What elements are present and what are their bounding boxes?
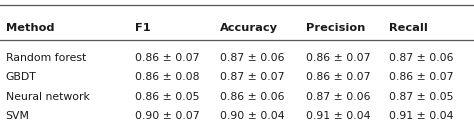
Text: Neural network: Neural network: [6, 92, 90, 102]
Text: 0.86 ± 0.07: 0.86 ± 0.07: [389, 72, 453, 82]
Text: 0.90 ± 0.04: 0.90 ± 0.04: [220, 111, 285, 121]
Text: 0.86 ± 0.07: 0.86 ± 0.07: [306, 72, 370, 82]
Text: Recall: Recall: [389, 23, 428, 33]
Text: 0.91 ± 0.04: 0.91 ± 0.04: [389, 111, 453, 121]
Text: 0.87 ± 0.05: 0.87 ± 0.05: [389, 92, 453, 102]
Text: 0.86 ± 0.08: 0.86 ± 0.08: [135, 72, 200, 82]
Text: GBDT: GBDT: [6, 72, 36, 82]
Text: Accuracy: Accuracy: [220, 23, 278, 33]
Text: 0.87 ± 0.07: 0.87 ± 0.07: [220, 72, 285, 82]
Text: Precision: Precision: [306, 23, 365, 33]
Text: 0.86 ± 0.05: 0.86 ± 0.05: [135, 92, 200, 102]
Text: Method: Method: [6, 23, 54, 33]
Text: 0.91 ± 0.04: 0.91 ± 0.04: [306, 111, 370, 121]
Text: SVM: SVM: [6, 111, 30, 121]
Text: 0.87 ± 0.06: 0.87 ± 0.06: [220, 53, 285, 63]
Text: 0.90 ± 0.07: 0.90 ± 0.07: [135, 111, 200, 121]
Text: F1: F1: [135, 23, 151, 33]
Text: Random forest: Random forest: [6, 53, 86, 63]
Text: 0.86 ± 0.06: 0.86 ± 0.06: [220, 92, 285, 102]
Text: 0.87 ± 0.06: 0.87 ± 0.06: [306, 92, 370, 102]
Text: 0.87 ± 0.06: 0.87 ± 0.06: [389, 53, 453, 63]
Text: 0.86 ± 0.07: 0.86 ± 0.07: [135, 53, 200, 63]
Text: 0.86 ± 0.07: 0.86 ± 0.07: [306, 53, 370, 63]
